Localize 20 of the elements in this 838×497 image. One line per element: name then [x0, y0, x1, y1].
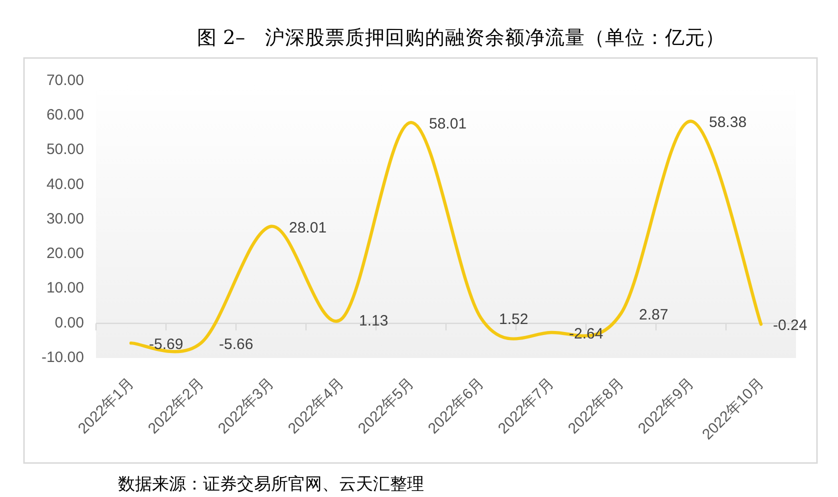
data-label: 28.01	[289, 219, 327, 236]
data-label: -5.69	[149, 336, 184, 354]
data-label: 1.13	[359, 312, 388, 330]
data-label: 58.38	[709, 114, 747, 132]
y-tick-label: 10.00	[46, 280, 84, 297]
y-tick-label: 20.00	[46, 245, 84, 262]
source-note: 数据来源：证券交易所官网、云天汇整理	[118, 474, 424, 494]
data-label: -0.24	[773, 317, 808, 334]
data-label: 2.87	[639, 306, 668, 324]
y-tick-label: 50.00	[46, 141, 84, 158]
y-tick-label: 60.00	[46, 106, 84, 124]
y-tick-label: -10.00	[41, 348, 84, 366]
y-tick-label: 30.00	[46, 210, 84, 228]
y-tick-label: 0.00	[54, 314, 84, 332]
y-tick-label: 70.00	[46, 72, 84, 89]
chart-title: 图 2– 沪深股票质押回购的融资余额净流量（单位：亿元）	[196, 26, 726, 50]
data-label: 58.01	[429, 115, 467, 132]
data-label: -5.66	[219, 336, 254, 353]
y-tick-label: 40.00	[46, 176, 84, 193]
data-label: 1.52	[499, 311, 528, 328]
